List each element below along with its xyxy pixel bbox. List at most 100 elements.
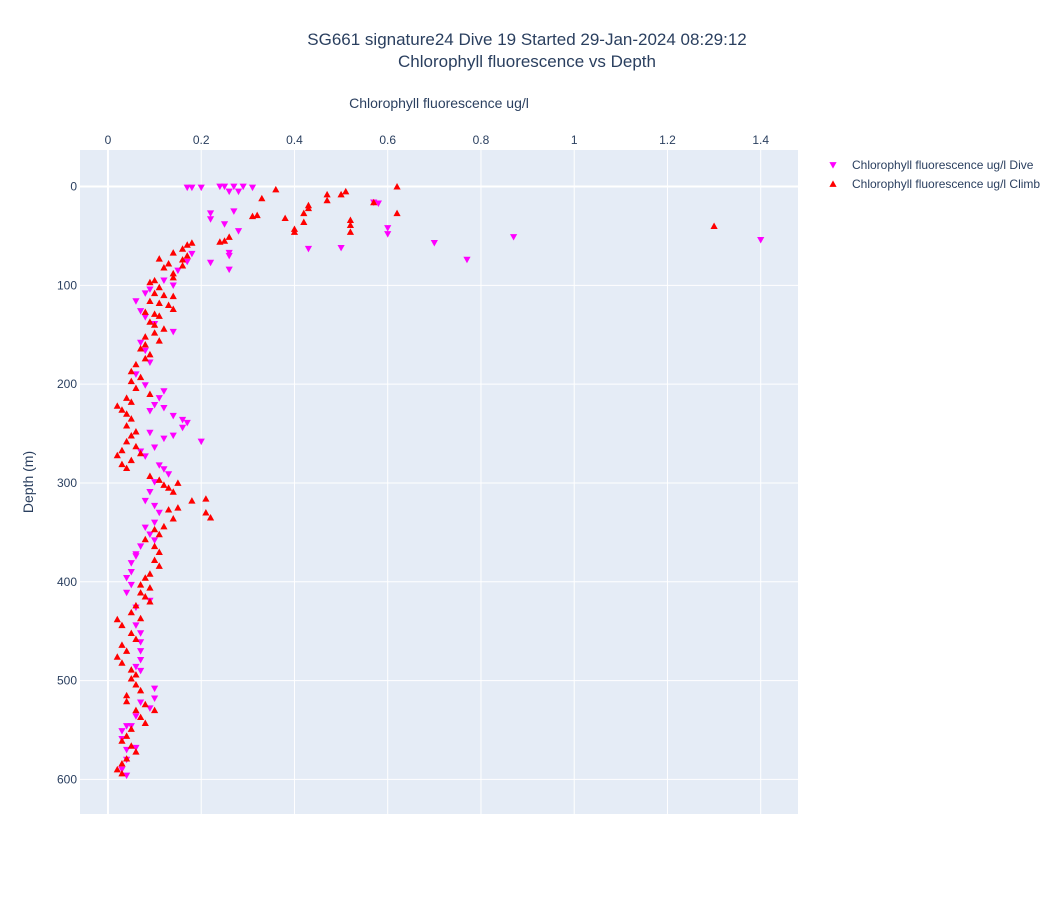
climb-point — [123, 410, 131, 417]
climb-point — [150, 289, 159, 297]
dive-point — [141, 290, 149, 297]
climb-point — [225, 233, 233, 240]
legend-climb-label: Chlorophyll fluorescence ug/l Climb — [852, 177, 1040, 191]
dive-point — [137, 667, 145, 675]
dive-point — [509, 234, 518, 241]
climb-point — [342, 187, 350, 195]
climb-point — [137, 373, 145, 381]
dive-point — [160, 466, 168, 473]
climb-point — [146, 570, 154, 577]
dive-point — [132, 663, 140, 671]
dive-point — [118, 728, 126, 735]
dive-point — [197, 184, 205, 192]
climb-point — [155, 255, 163, 262]
series-climb — [113, 182, 718, 777]
climb-point — [146, 390, 154, 397]
climb-point — [146, 584, 154, 591]
climb-point — [132, 671, 140, 678]
dive-point — [225, 266, 233, 274]
climb-point — [141, 574, 149, 581]
dive-point — [150, 695, 159, 702]
dive-point — [146, 531, 154, 538]
dive-point — [132, 553, 140, 560]
climb-point — [127, 675, 135, 682]
climb-point — [183, 241, 191, 248]
tick-labels: 0 0.2 0.4 0.6 0.8 1 1.2 1.4 0 100 200 300 400 500 600 — [57, 133, 769, 786]
climb-point — [150, 321, 159, 328]
dive-point — [230, 183, 238, 191]
dive-point — [137, 648, 145, 655]
dive-point — [178, 424, 187, 432]
climb-point — [137, 581, 145, 588]
climb-point — [113, 451, 121, 459]
dive-point — [141, 347, 149, 355]
dive-point — [123, 723, 131, 730]
dive-point — [384, 231, 392, 238]
climb-point — [169, 273, 177, 281]
climb-point — [123, 464, 131, 472]
dive-point — [137, 630, 145, 637]
climb-point — [123, 697, 131, 705]
climb-point — [146, 278, 154, 286]
climb-point — [178, 245, 187, 252]
climb-point — [150, 329, 159, 336]
dive-point — [150, 519, 159, 527]
climb-point — [132, 748, 140, 755]
climb-point — [132, 360, 140, 368]
x-tick-label: 0 — [105, 133, 112, 147]
climb-point — [272, 185, 280, 193]
climb-point — [150, 556, 159, 563]
climb-point — [178, 256, 187, 263]
dive-point — [127, 560, 135, 567]
climb-point — [132, 442, 140, 450]
climb-point — [123, 394, 131, 401]
x-tick-label: 0.8 — [473, 133, 490, 147]
dive-point — [183, 258, 191, 266]
climb-point — [164, 506, 173, 513]
dive-point — [141, 497, 149, 505]
climb-point — [137, 345, 145, 352]
dive-point — [137, 308, 145, 315]
dive-point — [155, 462, 163, 469]
dive-point — [183, 184, 191, 192]
climb-point — [150, 276, 159, 284]
climb-point — [220, 237, 229, 244]
climb-point — [160, 481, 168, 488]
dive-point — [123, 772, 131, 780]
dive-point — [155, 395, 163, 402]
climb-point — [113, 615, 121, 623]
climb-point — [155, 476, 163, 483]
climb-point — [346, 216, 355, 224]
climb-point — [132, 680, 140, 688]
climb-point — [141, 341, 149, 348]
dive-point — [225, 252, 233, 260]
dive-point — [174, 267, 182, 275]
climb-point — [188, 239, 196, 246]
climb-point — [127, 431, 135, 439]
y-tick-label: 0 — [70, 180, 77, 194]
climb-point — [141, 354, 149, 362]
dive-point — [127, 569, 135, 576]
climb-point — [248, 212, 257, 220]
dive-point — [216, 183, 224, 191]
climb-point — [141, 308, 149, 315]
climb-point — [155, 548, 163, 556]
climb-point — [206, 513, 215, 521]
climb-point — [118, 446, 126, 454]
dive-point — [160, 277, 168, 285]
climb-point — [118, 769, 126, 777]
dive-point — [123, 589, 131, 597]
climb-point — [304, 204, 313, 212]
chart-title-line-2: Chlorophyll fluorescence vs Depth — [398, 52, 656, 71]
dive-point — [188, 250, 196, 258]
legend-dive-marker — [829, 162, 837, 169]
dive-point — [141, 524, 149, 532]
climb-point — [123, 437, 131, 445]
climb-point — [127, 666, 135, 673]
dive-point — [137, 543, 145, 550]
climb-point — [127, 608, 135, 616]
climb-point — [146, 350, 154, 358]
climb-point — [290, 228, 299, 235]
climb-point — [118, 641, 126, 648]
climb-point — [393, 209, 401, 217]
